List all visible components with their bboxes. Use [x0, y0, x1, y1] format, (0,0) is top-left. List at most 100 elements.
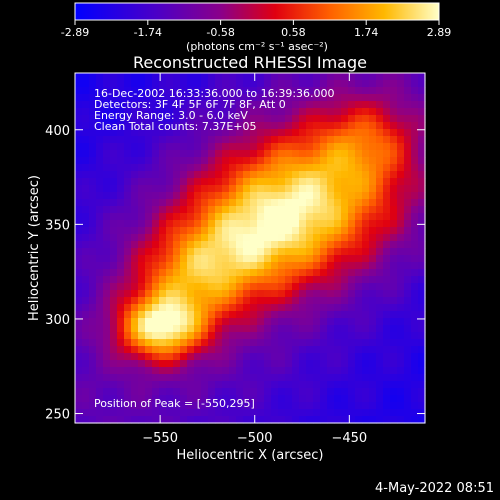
heatmap-cell	[110, 297, 118, 305]
heatmap-cell	[75, 192, 83, 200]
heatmap-cell	[117, 388, 125, 396]
heatmap-cell	[243, 304, 251, 312]
heatmap-cell	[187, 199, 195, 207]
heatmap-cell	[117, 367, 125, 375]
heatmap-cell	[299, 108, 307, 116]
heatmap-cell	[278, 129, 286, 137]
heatmap-cell	[390, 143, 398, 151]
heatmap-cell	[390, 367, 398, 375]
heatmap-cell	[229, 311, 237, 319]
heatmap-cell	[334, 416, 342, 424]
heatmap-cell	[201, 164, 209, 172]
heatmap-cell	[411, 150, 419, 158]
heatmap-cell	[355, 164, 363, 172]
heatmap-cell	[411, 164, 419, 172]
heatmap-cell	[159, 248, 167, 256]
heatmap-cell	[341, 248, 349, 256]
heatmap-cell	[306, 157, 314, 165]
heatmap-cell	[257, 101, 265, 109]
heatmap-cell	[278, 353, 286, 361]
heatmap-cell	[292, 101, 300, 109]
heatmap-cell	[264, 269, 272, 277]
heatmap-cell	[369, 374, 377, 382]
heatmap-cell	[208, 213, 216, 221]
heatmap-cell	[292, 262, 300, 270]
heatmap-cell	[166, 178, 174, 186]
heatmap-cell	[96, 346, 104, 354]
heatmap-cell	[376, 192, 384, 200]
heatmap-cell	[173, 311, 181, 319]
heatmap-cell	[89, 115, 97, 123]
heatmap-cell	[320, 325, 328, 333]
heatmap-cell	[82, 199, 90, 207]
heatmap-cell	[166, 171, 174, 179]
heatmap-cell	[285, 283, 293, 291]
heatmap-cell	[257, 136, 265, 144]
heatmap-cell	[418, 283, 426, 291]
heatmap-cell	[383, 185, 391, 193]
heatmap-cell	[376, 269, 384, 277]
heatmap-cell	[271, 374, 279, 382]
heatmap-cell	[236, 164, 244, 172]
heatmap-cell	[355, 318, 363, 326]
heatmap-cell	[257, 73, 265, 81]
heatmap-cell	[159, 255, 167, 263]
heatmap-cell	[334, 143, 342, 151]
heatmap-cell	[103, 262, 111, 270]
heatmap-cell	[208, 353, 216, 361]
heatmap-cell	[110, 157, 118, 165]
heatmap-cell	[411, 234, 419, 242]
annotation-energy: Energy Range: 3.0 - 6.0 keV	[94, 109, 248, 122]
heatmap-cell	[138, 304, 146, 312]
heatmap-cell	[369, 255, 377, 263]
heatmap-cell	[194, 206, 202, 214]
heatmap-cell	[334, 248, 342, 256]
heatmap-cell	[418, 409, 426, 417]
heatmap-cell	[355, 185, 363, 193]
heatmap-cell	[278, 339, 286, 347]
heatmap-cell	[320, 143, 328, 151]
heatmap-cell	[103, 241, 111, 249]
heatmap-cell	[271, 353, 279, 361]
heatmap-cell	[110, 192, 118, 200]
heatmap-cell	[243, 136, 251, 144]
heatmap-cell	[334, 353, 342, 361]
heatmap-cell	[145, 269, 153, 277]
heatmap-cell	[355, 346, 363, 354]
heatmap-cell	[159, 311, 167, 319]
heatmap-image	[75, 73, 426, 424]
heatmap-cell	[418, 388, 426, 396]
heatmap-cell	[250, 374, 258, 382]
heatmap-cell	[152, 213, 160, 221]
heatmap-cell	[320, 374, 328, 382]
heatmap-cell	[96, 388, 104, 396]
heatmap-cell	[369, 101, 377, 109]
heatmap-cell	[292, 206, 300, 214]
heatmap-cell	[348, 353, 356, 361]
heatmap-cell	[138, 164, 146, 172]
heatmap-cell	[236, 136, 244, 144]
heatmap-cell	[96, 136, 104, 144]
heatmap-cell	[341, 171, 349, 179]
heatmap-cell	[75, 178, 83, 186]
heatmap-cell	[159, 276, 167, 284]
heatmap-cell	[257, 80, 265, 88]
heatmap-cell	[313, 73, 321, 81]
heatmap-cell	[355, 108, 363, 116]
heatmap-cell	[320, 360, 328, 368]
heatmap-cell	[334, 220, 342, 228]
heatmap-cell	[334, 206, 342, 214]
heatmap-cell	[250, 129, 258, 137]
heatmap-cell	[355, 332, 363, 340]
heatmap-cell	[82, 262, 90, 270]
heatmap-cell	[166, 353, 174, 361]
heatmap-cell	[208, 199, 216, 207]
heatmap-cell	[250, 255, 258, 263]
heatmap-cell	[96, 241, 104, 249]
heatmap-cell	[103, 346, 111, 354]
heatmap-cell	[306, 353, 314, 361]
heatmap-cell	[89, 374, 97, 382]
heatmap-cell	[166, 101, 174, 109]
heatmap-cell	[264, 234, 272, 242]
heatmap-cell	[201, 234, 209, 242]
